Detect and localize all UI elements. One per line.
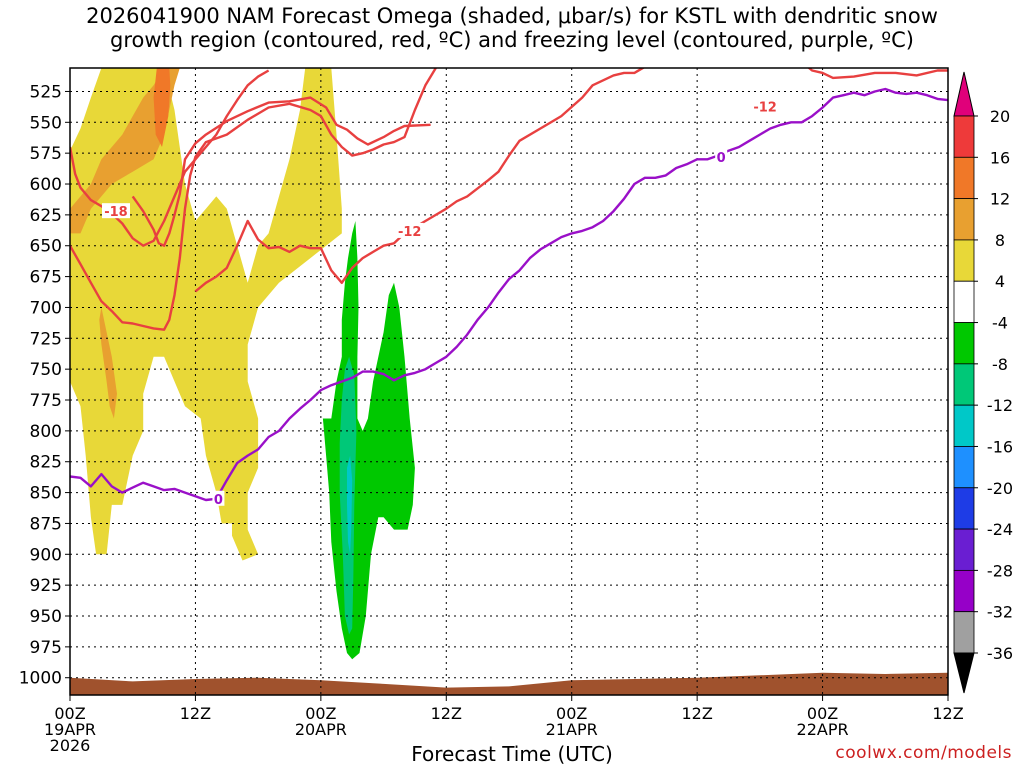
omega-region-1 [70,68,180,234]
colorbar-label-6: -8 [992,355,1008,374]
contour-label-bg-freezing_b [715,148,728,164]
colorbar-swatch-1 [953,156,975,200]
colorbar-swatch-4 [953,280,975,323]
omega-region-2 [99,307,117,419]
x-axis-label: Forecast Time (UTC) [411,742,613,766]
ytick-label-850: 850 [30,484,62,504]
colorbar-swatch-7 [953,404,975,447]
ytick-label-825: 825 [30,453,62,473]
ytick-label-1000: 1000 [19,669,62,689]
contour-series-2 [194,68,948,293]
colorbar-label-11: -28 [987,561,1013,580]
contour-label-freezing_a: 0 [214,493,223,508]
colorbar-label-3: 8 [995,231,1005,250]
colorbar-label-10: -24 [987,520,1013,539]
contour-series-1 [131,96,431,247]
colorbar-swatch-12 [953,611,975,654]
ytick-label-725: 725 [30,329,62,349]
colorbar-label-13: -36 [987,644,1013,663]
colorbar-swatch-11 [953,569,975,613]
contour-label-dgz_warm_a: -12 [398,225,422,240]
contour-label-bg-dgz_cold [101,203,130,219]
colorbar-swatch-10 [953,528,975,571]
colorbar-label-7: -12 [987,396,1013,415]
colorbar-label-4: 4 [995,272,1005,291]
ytick-label-900: 900 [30,545,62,565]
plot-frame [69,67,949,696]
ytick-label-950: 950 [30,607,62,627]
ytick-label-700: 700 [30,298,62,318]
omega-region-4 [322,221,415,660]
ytick-label-750: 750 [30,360,62,380]
colorbar-swatch-2 [953,198,975,241]
colorbar-label-8: -16 [987,437,1013,456]
xtick-label-48-0: 00Z [556,704,587,723]
colorbar-swatch-3 [953,239,975,282]
ytick-label-550: 550 [30,113,62,133]
xtick-label-72-0: 00Z [807,704,838,723]
colorbar-swatch-8 [953,446,975,489]
contour-label-bg-dgz_warm_b [751,98,780,114]
contour-series-0 [70,68,437,331]
ytick-label-975: 975 [30,638,62,658]
ytick-label-600: 600 [30,175,62,195]
contour-label-dgz_warm_b: -12 [753,100,777,115]
colorbar-swatch-9 [953,487,975,530]
ytick-label-775: 775 [30,391,62,411]
colorbar-swatch-0 [953,115,975,158]
colorbar-label-5: -4 [992,314,1008,333]
xtick-label-24-1: 20APR [295,720,347,739]
terrain-surface [70,672,948,695]
chart-title: 2026041900 NAM Forecast Omega (shaded, μ… [0,4,1024,52]
contour-series-3 [70,69,270,247]
colorbar-label-2: 12 [990,190,1010,209]
colorbar-bottom-arrow [953,652,975,694]
ytick-label-525: 525 [30,82,62,102]
colorbar-label-0: 20 [990,107,1010,126]
colorbar-label-1: 16 [990,148,1010,167]
xtick-label-12-0: 12Z [180,704,211,723]
colorbar-swatch-6 [953,363,975,406]
ytick-label-575: 575 [30,144,62,164]
xtick-label-48-1: 21APR [546,720,598,739]
xtick-label-0-2: 2026 [50,736,91,755]
xtick-label-72-1: 22APR [797,720,849,739]
xtick-label-36-0: 12Z [431,704,462,723]
contour-label-bg-freezing_a [212,490,225,506]
xtick-label-84-0: 12Z [932,704,963,723]
xtick-label-0-1: 19APR [44,720,96,739]
ytick-label-925: 925 [30,576,62,596]
xtick-label-60-0: 12Z [681,704,712,723]
colorbar-label-9: -20 [987,479,1013,498]
title-line-2: growth region (contoured, red, ºC) and f… [110,28,914,52]
ytick-label-650: 650 [30,237,62,257]
xtick-label-0-0: 00Z [54,704,85,723]
colorbar-swatch-5 [953,322,975,365]
omega-region-3 [153,68,171,147]
ytick-label-800: 800 [30,422,62,442]
omega-region-6 [347,455,353,555]
contour-label-dgz_cold: -18 [104,205,128,220]
title-line-1: 2026041900 NAM Forecast Omega (shaded, μ… [86,4,938,28]
ytick-label-675: 675 [30,268,62,288]
ytick-label-625: 625 [30,206,62,226]
omega-region-0 [70,68,342,561]
xtick-label-24-0: 00Z [305,704,336,723]
contour-label-freezing_b: 0 [717,151,726,166]
colorbar-label-12: -32 [987,603,1013,622]
ytick-label-875: 875 [30,514,62,534]
credit-link[interactable]: coolwx.com/models [835,743,1012,763]
colorbar-top-arrow [953,71,975,117]
contour-label-bg-dgz_warm_a [395,222,424,238]
